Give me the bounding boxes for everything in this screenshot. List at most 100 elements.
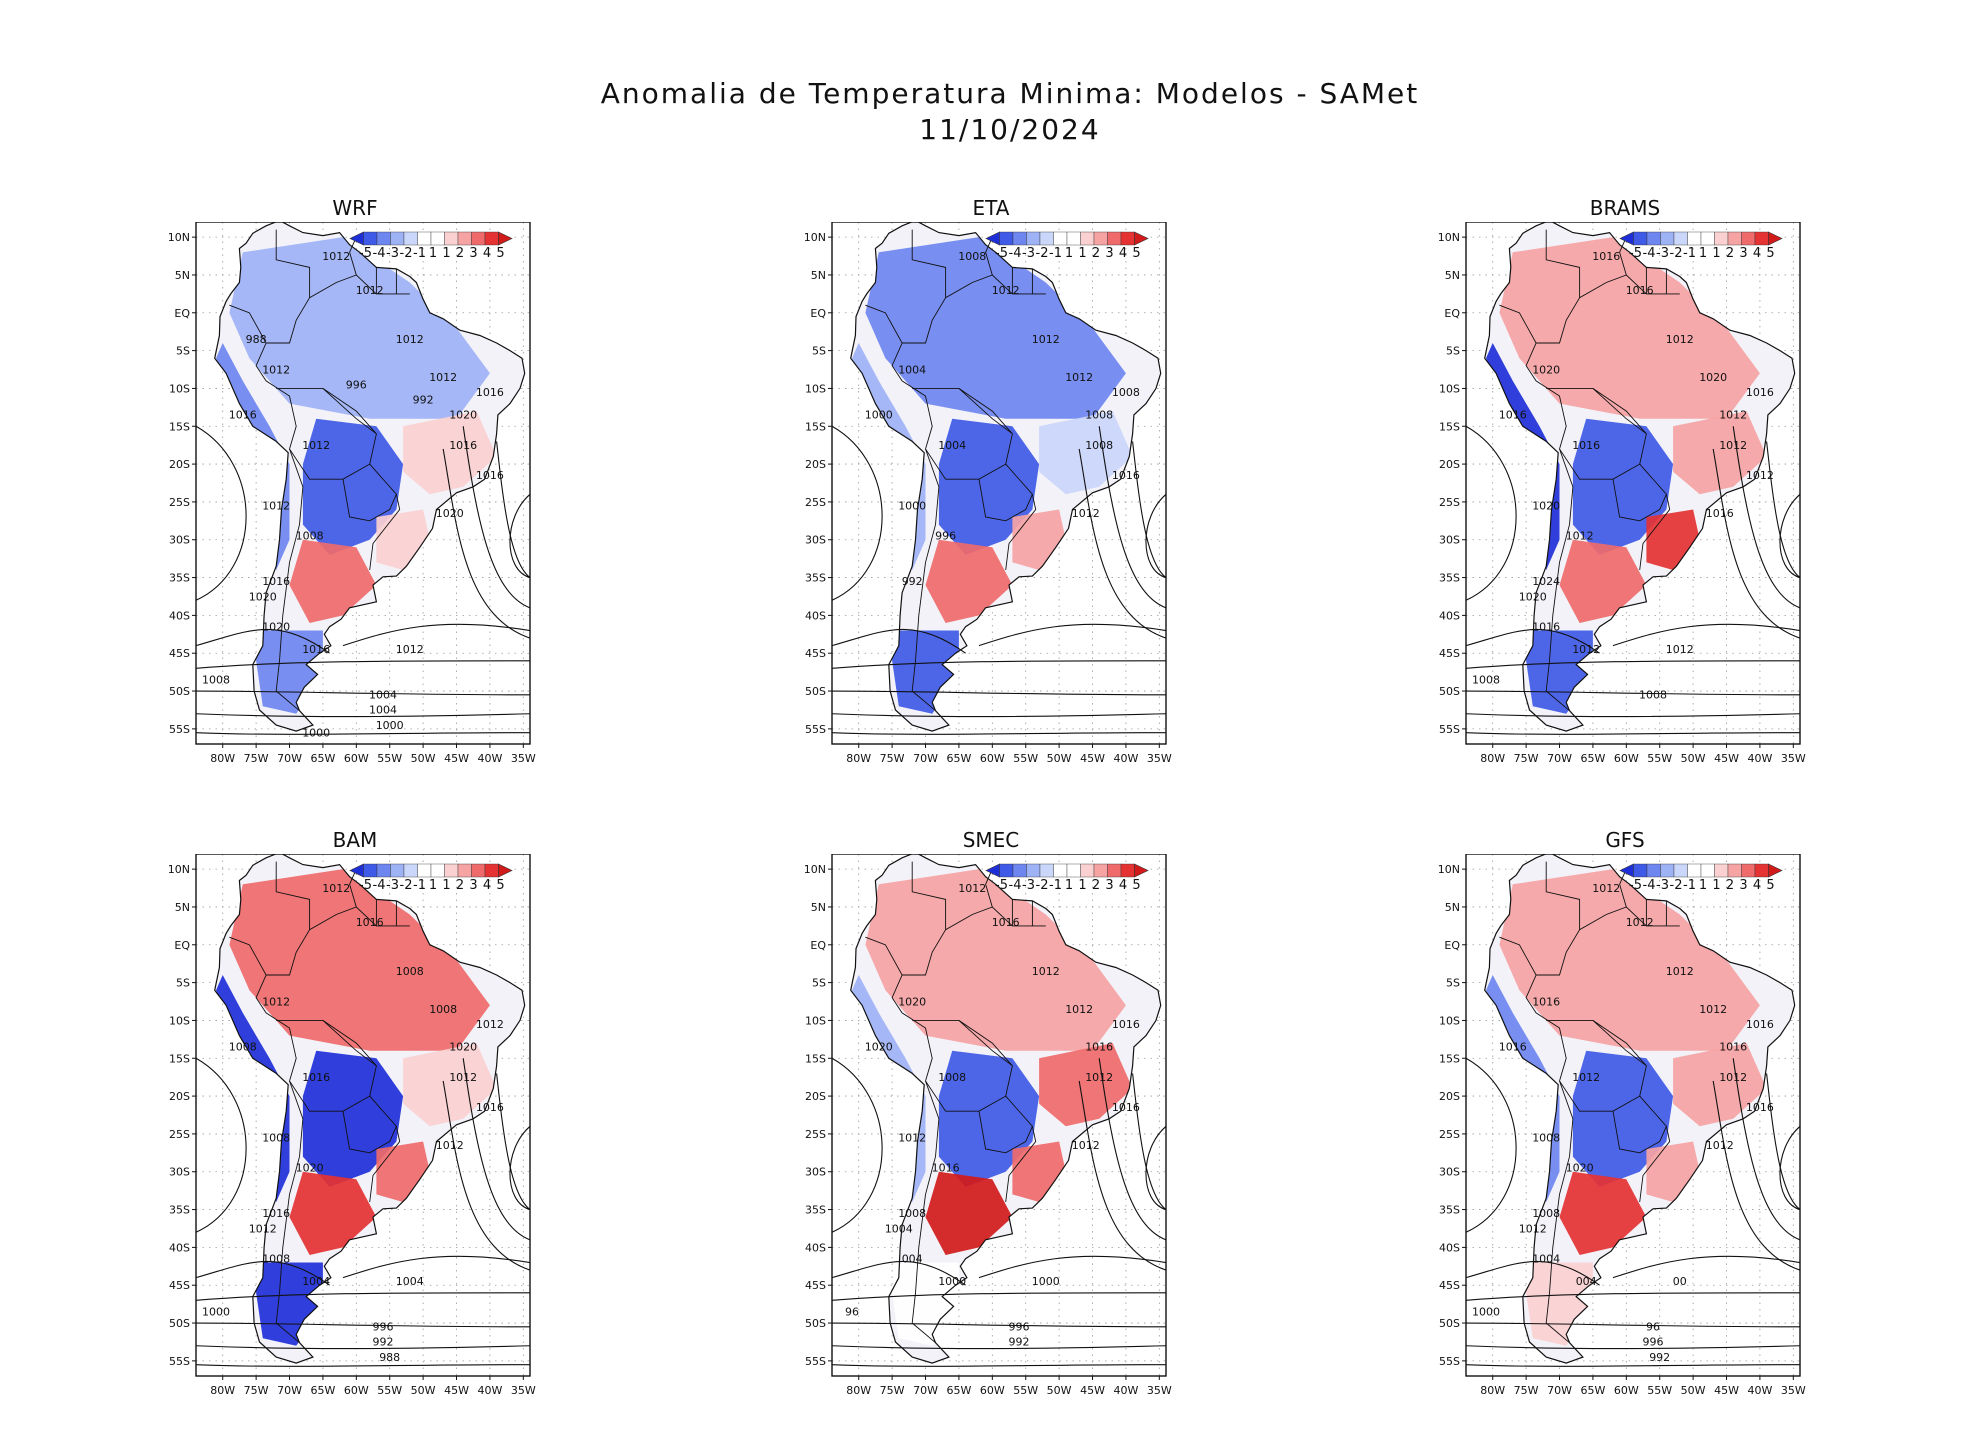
lon-label: 80W: [210, 1384, 235, 1397]
lat-label: 15S: [169, 1052, 190, 1065]
coastline: [214, 222, 526, 732]
border-line: [911, 448, 940, 712]
isobar-label: 1012: [449, 1071, 477, 1084]
colorbar-swatch: [484, 863, 499, 878]
lat-label: EQ: [1444, 307, 1460, 320]
isobar-label: 1012: [396, 333, 424, 346]
lat-label: EQ: [810, 307, 826, 320]
colorbar-label: 1: [1065, 878, 1073, 893]
colorbar-swatch: [1741, 231, 1756, 246]
isobar-label: 1016: [1746, 386, 1774, 399]
colorbar-label: -5: [995, 878, 1008, 893]
isobar-label: 1020: [1519, 590, 1547, 603]
isobar-line: [832, 1260, 966, 1286]
lat-label: 20S: [169, 458, 190, 471]
isobar-label: 1016: [1706, 507, 1734, 520]
lat-label: 55S: [169, 723, 190, 736]
colorbar-swatch: [1120, 231, 1135, 246]
isobar-line: [1098, 426, 1166, 609]
isobar-lines: [1466, 425, 1800, 735]
lat-label: 45S: [805, 647, 826, 660]
lat-label: 50S: [805, 1317, 826, 1330]
isobar-line: [832, 732, 1166, 735]
lat-label: 55S: [805, 1355, 826, 1368]
lat-label: 35S: [169, 1204, 190, 1217]
border-line: [276, 387, 377, 480]
lat-label: 45S: [805, 1279, 826, 1292]
isobar-line: [196, 1057, 247, 1233]
border-line: [912, 387, 1013, 480]
border-line: [1005, 1095, 1037, 1203]
lon-label: 55W: [1647, 1384, 1672, 1397]
isobar-label: 1004: [938, 439, 966, 452]
colorbar-swatch: [1066, 231, 1081, 246]
isobar-label: 1012: [1719, 409, 1747, 422]
lat-label: 5N: [175, 269, 190, 282]
isobar-line: [832, 425, 883, 601]
lon-label: 60W: [980, 1384, 1005, 1397]
anomaly-region-south: [376, 1141, 430, 1202]
lon-label: 75W: [244, 752, 269, 765]
isobar-line: [196, 1345, 530, 1350]
border-line: [1546, 387, 1647, 480]
colorbar-label: 5: [496, 246, 504, 261]
colorbar-swatch: [471, 231, 486, 246]
colorbar-label: 1: [1078, 246, 1086, 261]
colorbar-label: -2: [1670, 246, 1683, 261]
isobar-label: 1020: [898, 995, 926, 1008]
map-canvas: 1016 1016 1012 1020 1016 1012 1012 1012 1016 1016…: [1438, 222, 1806, 765]
anomaly-region-south: [1646, 1141, 1700, 1202]
map-canvas: 1012 1016 1012 1012 1016 1016 1012 1016 1012 1008…: [804, 854, 1172, 1397]
isobar-label: 1012: [302, 439, 330, 452]
colorbar-swatch: [1646, 863, 1661, 878]
isobar-line: [496, 1073, 530, 1211]
isobar-line: [196, 1292, 530, 1301]
colorbar-label: -2: [400, 246, 413, 261]
lon-label: 50W: [1047, 752, 1072, 765]
colorbar-label: 5: [1766, 878, 1774, 893]
isobar-label: 992: [902, 575, 923, 588]
country-borders: [1499, 229, 1680, 712]
colorbar-swatch: [1039, 231, 1054, 246]
anomaly-region-south: [1012, 509, 1066, 570]
isobar-label: 992: [1009, 1336, 1030, 1349]
border-line: [1592, 1020, 1647, 1067]
isobar-label: 1012: [1666, 643, 1694, 656]
isobar-line: [196, 1322, 530, 1328]
colorbar-label: 1: [1699, 878, 1707, 893]
isobar-label: 1016: [476, 1101, 504, 1114]
colorbar-label: -4: [373, 246, 386, 261]
border-line: [911, 1080, 940, 1344]
isobar-label: 1016: [1719, 1041, 1747, 1054]
lon-label: 35W: [1781, 752, 1806, 765]
isobar-label: 1000: [302, 726, 330, 739]
isobar-label: 1012: [396, 643, 424, 656]
lat-label: 30S: [169, 534, 190, 547]
isobar-line: [1466, 1260, 1600, 1286]
colorbar-label: -4: [1009, 878, 1022, 893]
isobar-line: [509, 1125, 530, 1211]
isobar-line: [1712, 448, 1800, 639]
isobar-line: [196, 713, 530, 718]
anomaly-region-argentina: [925, 539, 1013, 623]
colorbar-label: 2: [1726, 878, 1734, 893]
border-line: [276, 1019, 377, 1112]
border-line: [275, 1080, 304, 1344]
isobar-label: 1016: [1499, 409, 1527, 422]
isobar-label: 1012: [1065, 1003, 1093, 1016]
colorbar-swatch: [390, 231, 405, 246]
colorbar-label: 1: [1712, 878, 1720, 893]
lon-label: 55W: [1013, 1384, 1038, 1397]
lon-label: 45W: [1080, 752, 1105, 765]
lat-label: 5S: [176, 345, 190, 358]
colorbar-swatch: [1660, 863, 1675, 878]
isobar-label: 1020: [262, 621, 290, 634]
isobar-label: 1000: [898, 500, 926, 513]
colorbar-swatch: [1012, 231, 1027, 246]
isobar-labels: 1008 1012 1012 1012 1008 1008 1008 1016 1012 1004…: [865, 250, 1140, 588]
lon-label: 75W: [1514, 1384, 1539, 1397]
lat-label: 10S: [169, 382, 190, 395]
isobar-label: 1020: [449, 409, 477, 422]
anomaly-region-south: [376, 509, 430, 570]
country-borders: [865, 861, 1046, 1344]
